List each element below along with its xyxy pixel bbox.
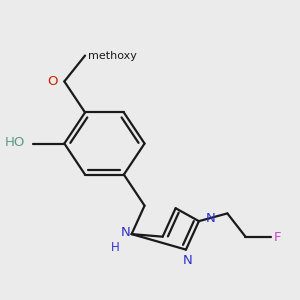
- Text: N: N: [206, 212, 215, 225]
- Text: O: O: [47, 75, 58, 88]
- Text: N: N: [121, 226, 130, 239]
- Text: methoxy: methoxy: [88, 51, 136, 61]
- Text: HO: HO: [5, 136, 26, 149]
- Text: N: N: [182, 254, 192, 266]
- Text: F: F: [274, 232, 281, 244]
- Text: H: H: [110, 241, 119, 254]
